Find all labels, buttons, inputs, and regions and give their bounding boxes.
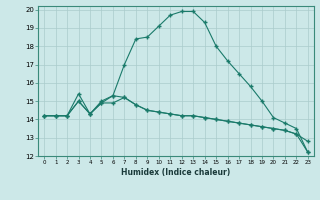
X-axis label: Humidex (Indice chaleur): Humidex (Indice chaleur) bbox=[121, 168, 231, 177]
